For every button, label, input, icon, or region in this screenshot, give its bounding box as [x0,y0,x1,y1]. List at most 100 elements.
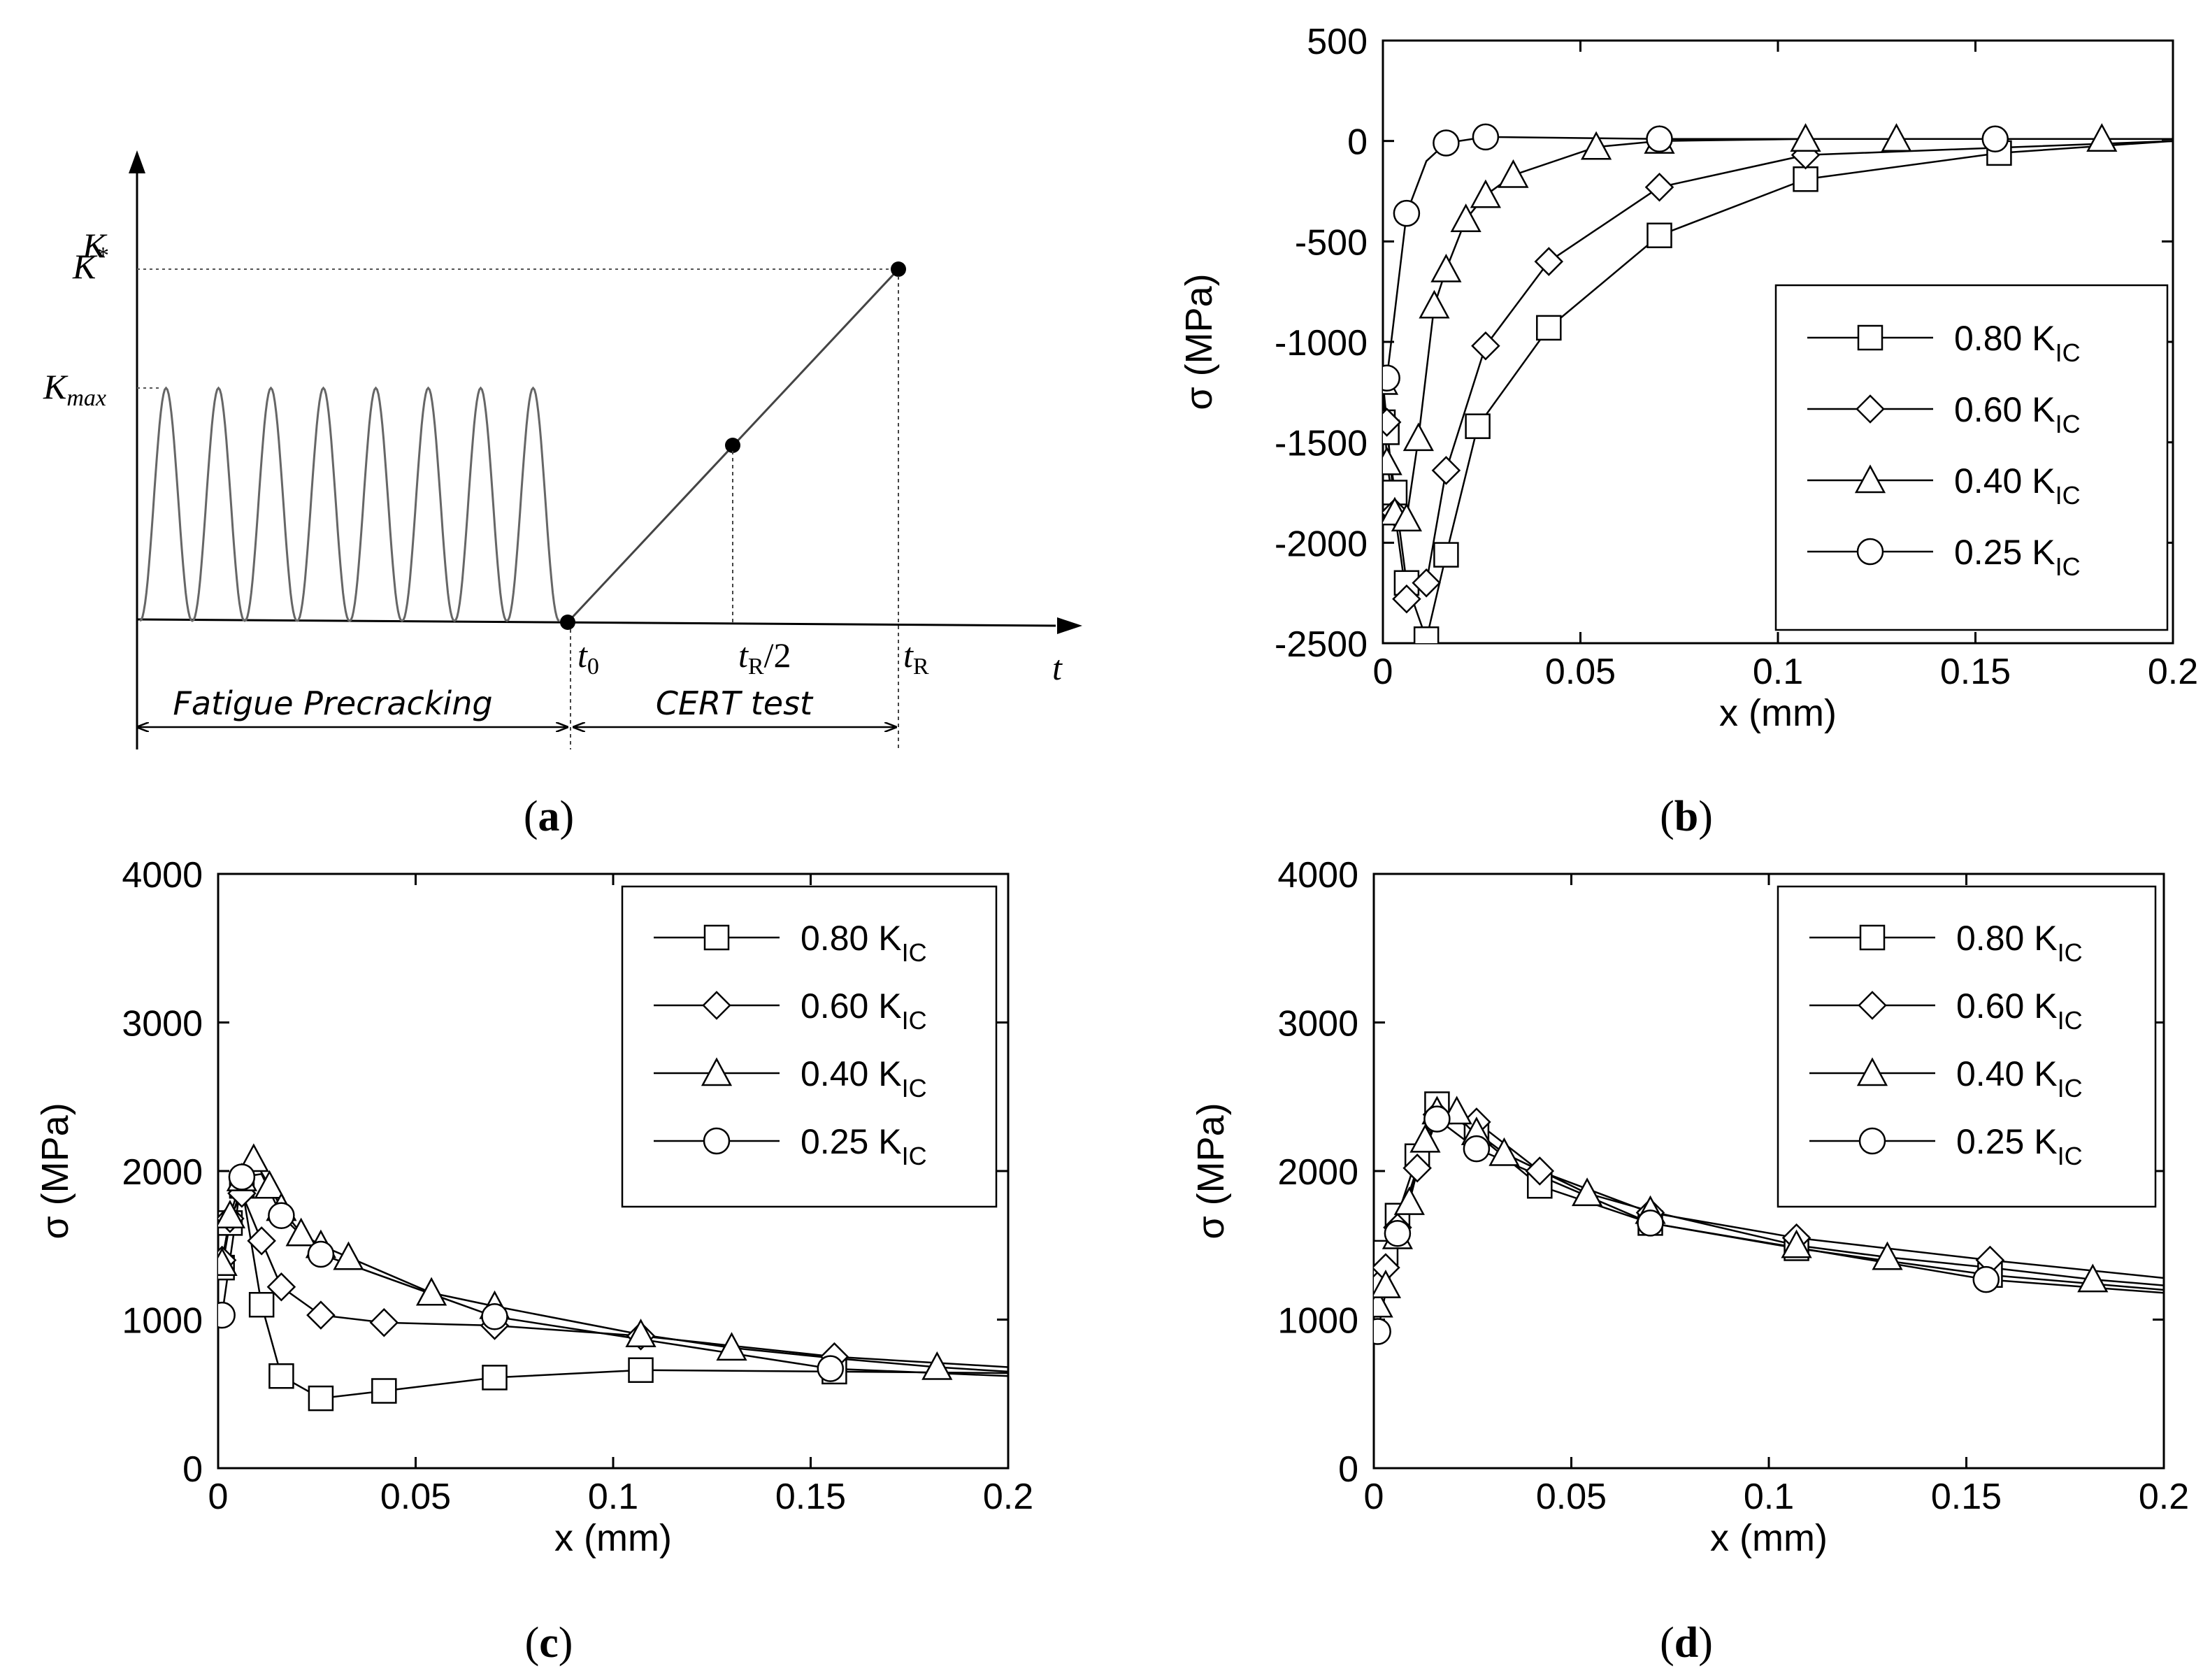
data-point-circle [1972,1265,2000,1293]
y-tick-label: 0 [1347,122,1368,163]
y-tick-label: 2000 [1277,1152,1358,1193]
legend-marker-circle [1858,1127,1886,1155]
legend-marker-circle [703,1127,731,1155]
data-point-triangle [1488,1137,1520,1166]
x-tick-label: 0.2 [2139,1477,2189,1517]
plot-area [1374,1091,2164,1345]
chart-panel-b: 0 0.05 0.1 0.15 0.2 500 0 -500 -1000 -1500 -2000 -2… [1178,22,2198,734]
data-point-triangle [1430,253,1462,282]
legend-marker-square [1857,324,1883,351]
data-point-square [628,1357,654,1383]
data-point-diamond [1392,584,1421,614]
data-point-square [371,1378,397,1404]
data-point-triangle [285,1217,317,1247]
plot-area [218,1143,1008,1412]
data-point-triangle [1374,1269,1402,1298]
t0-point [560,615,575,630]
data-point-diamond [306,1300,336,1330]
legend-marker-triangle [1856,1057,1888,1086]
fatigue-phase-label: Fatigue Precracking [173,684,492,722]
y-tick-label: -1000 [1275,323,1368,364]
data-point-triangle [254,1170,285,1199]
chart-panel-d: 0 0.05 0.1 0.15 0.2 0 1000 2000 3000 4000 x (mm) σ … [1190,855,2189,1559]
x-tick-label: 0.05 [1536,1477,1607,1517]
caption-c: (c) [525,1619,573,1667]
legend-box [621,885,998,1208]
x-tick-label: 0.15 [1931,1477,2002,1517]
y-tick-label: 3000 [1277,1004,1358,1044]
chart-panel-c: 0 0.05 0.1 0.15 0.2 0 1000 2000 3000 4000 x (mm) σ … [34,855,1033,1559]
y-tick-label: 2000 [122,1152,203,1193]
caption-b: (b) [1660,793,1713,840]
data-point-triangle [1383,446,1402,475]
data-point-square [1793,166,1818,192]
x-tick-label: 0.05 [380,1477,451,1517]
data-point-triangle [218,1200,246,1228]
t-half-label: tR/2 [738,636,791,680]
t-axis-label: t [1052,648,1063,687]
y-tick-label: 3000 [122,1004,203,1044]
data-point-circle [817,1355,844,1382]
data-point-circle [228,1163,256,1191]
y-tick-label: 0 [1338,1449,1358,1490]
data-point-square [248,1292,275,1318]
x-tick-label: 0.1 [1744,1477,1794,1517]
data-point-diamond [1471,331,1500,361]
data-point-diamond [1534,247,1564,276]
k-max-label: Kmax [43,367,106,411]
y-tick-label: -500 [1295,222,1368,263]
data-point-triangle [1409,1123,1441,1153]
data-point-triangle [333,1241,364,1270]
y-tick-label: 500 [1307,22,1368,62]
data-point-triangle [716,1332,747,1361]
y-tick-label: 4000 [122,855,203,896]
data-point-triangle [1450,203,1481,232]
data-point-triangle [625,1319,656,1347]
data-point-triangle [1872,1241,1903,1270]
data-point-diamond [1431,456,1461,485]
caption-d: (d) [1660,1619,1713,1667]
t0-label: t0 [577,636,599,680]
t-axis [136,618,1056,627]
data-point-diamond [1525,1156,1555,1186]
fatigue-cycles [139,386,560,622]
caption-a: (a) [524,793,574,840]
x-tick-label: 0.2 [983,1477,1033,1517]
schematic-panel: K t K* Kmax t0 tR/2 tR Fatigue Precracki… [43,150,1082,840]
data-point-circle [481,1303,508,1330]
y-tick-label: 1000 [122,1301,203,1342]
half-point [725,438,740,453]
legend-marker-square [1859,924,1886,951]
data-point-triangle [2077,1263,2109,1293]
data-point-square [308,1385,334,1412]
data-point-triangle [1402,422,1434,452]
y-axis-label: σ (MPa) [1178,273,1220,410]
data-point-diamond [1402,1153,1432,1183]
k-star-label: K* [72,243,108,286]
data-point-square [1413,626,1440,643]
cert-phase-label: CERT test [656,684,814,722]
data-point-triangle [2086,123,2118,152]
legend-marker-diamond [702,991,731,1020]
x-tick-label: 0.2 [2148,652,2198,692]
series-line-diamond [221,1191,1008,1368]
legend-marker-circle [1856,538,1884,566]
legend-marker-triangle [701,1057,733,1086]
data-point-circle [307,1240,335,1268]
plot-area [1383,123,2173,643]
k-axis-label: K [82,226,108,265]
data-point-circle [1433,129,1460,157]
data-point-square [268,1363,294,1389]
data-point-triangle [416,1277,447,1306]
data-point-diamond [1644,172,1674,202]
data-point-circle [1637,1209,1664,1237]
data-point-triangle [1881,123,1912,152]
y-axis-label: σ (MPa) [34,1103,76,1239]
legend-marker-square [703,924,730,951]
k-axis-arrow [129,150,145,173]
data-point-triangle [1393,1186,1425,1215]
data-point-triangle [1572,1177,1603,1207]
data-point-circle [1981,125,2009,153]
